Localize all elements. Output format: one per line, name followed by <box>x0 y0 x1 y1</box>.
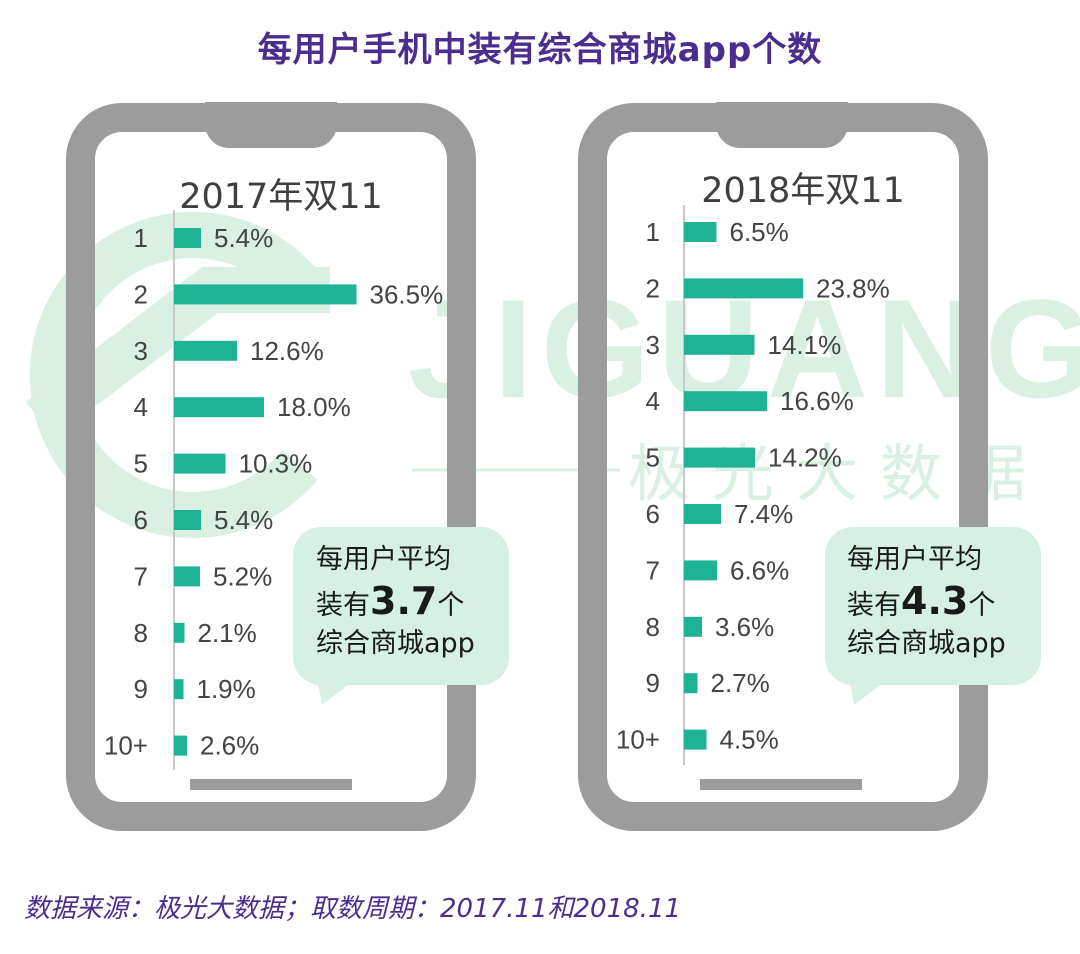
phone-notch <box>716 102 848 148</box>
bar <box>174 622 185 643</box>
summary-line1: 每用户平均 <box>316 544 451 575</box>
bar <box>684 278 803 299</box>
bar <box>174 735 187 756</box>
bar <box>174 510 201 530</box>
category-label: 4 <box>134 392 148 422</box>
bar <box>684 391 767 412</box>
summary-line3: 综合商城app <box>316 628 475 660</box>
data-label: 2.7% <box>711 668 770 698</box>
data-label: 5.4% <box>214 505 273 535</box>
summary-bubble-2018 <box>825 527 1041 685</box>
data-label: 14.2% <box>768 443 842 473</box>
panel-title-2018: 2018年双11 <box>701 171 905 211</box>
bar <box>684 729 707 750</box>
data-label: 10.3% <box>239 449 313 479</box>
bar <box>684 222 717 242</box>
bar <box>684 504 721 524</box>
bar <box>684 616 702 637</box>
category-label: 10+ <box>104 731 148 761</box>
category-label: 5 <box>646 443 660 473</box>
phone-notch <box>205 102 337 148</box>
data-label: 16.6% <box>780 386 854 416</box>
phone-frame-2018 <box>578 103 988 831</box>
summary-text-2018: 每用户平均 装有4.3个 综合商城app <box>847 542 1006 662</box>
category-label: 6 <box>134 505 148 535</box>
chart-2018: 1 6.5% 2 23.8% 3 14.1% 4 16.6% 5 14.2% 6 7.4% 7 6.6% 8… <box>616 205 890 765</box>
category-label: 1 <box>134 223 148 253</box>
data-label: 5.4% <box>214 223 273 253</box>
category-label: 1 <box>646 217 660 247</box>
chart-2017: 1 5.4% 2 36.5% 3 12.6% 4 18.0% 5 10.3% 6 5.4% 7 5.2% 8… <box>104 210 443 770</box>
bar <box>684 447 755 468</box>
summary-prefix: 装有 <box>847 590 901 622</box>
data-label: 18.0% <box>277 392 351 422</box>
data-label: 36.5% <box>370 279 444 309</box>
data-label: 1.9% <box>197 674 256 704</box>
summary-line3: 综合商城app <box>847 628 1006 660</box>
data-label: 6.6% <box>730 555 789 585</box>
category-label: 6 <box>646 499 660 529</box>
data-label: 12.6% <box>250 336 324 366</box>
category-label: 8 <box>134 618 148 648</box>
phone-home-bar <box>700 779 862 790</box>
bar <box>174 284 357 305</box>
bar <box>174 228 201 248</box>
bar <box>174 453 226 474</box>
bar <box>684 334 755 355</box>
summary-bubble-2017 <box>293 527 509 685</box>
summary-value: 4.3 <box>901 579 969 624</box>
data-label: 6.5% <box>730 217 789 247</box>
summary-unit: 个 <box>437 590 465 622</box>
category-label: 9 <box>646 668 660 698</box>
category-label: 9 <box>134 674 148 704</box>
data-label: 3.6% <box>715 612 774 642</box>
category-label: 5 <box>134 449 148 479</box>
summary-value: 3.7 <box>370 579 438 624</box>
summary-text-2017: 每用户平均 装有3.7个 综合商城app <box>316 542 475 662</box>
category-label: 8 <box>646 612 660 642</box>
bar <box>174 340 237 361</box>
summary-prefix: 装有 <box>316 590 370 622</box>
data-label: 7.4% <box>734 499 793 529</box>
category-label: 3 <box>646 330 660 360</box>
category-label: 2 <box>134 279 148 309</box>
data-label: 14.1% <box>768 330 842 360</box>
bar <box>684 560 717 581</box>
page-title: 每用户手机中装有综合商城app个数 <box>257 30 823 70</box>
bar <box>684 673 698 694</box>
bar <box>174 397 264 418</box>
summary-line2: 装有4.3个 <box>847 577 1006 626</box>
data-label: 23.8% <box>816 273 890 303</box>
summary-line1: 每用户平均 <box>847 544 982 575</box>
bar <box>174 566 200 587</box>
data-label: 2.1% <box>198 618 257 648</box>
source-note: 数据来源：极光大数据；取数周期：2017.11和2018.11 <box>24 894 682 924</box>
summary-unit: 个 <box>968 590 996 622</box>
phone-home-bar <box>190 779 352 790</box>
category-label: 4 <box>646 386 660 416</box>
bar <box>174 679 184 700</box>
panel-title-2017: 2017年双11 <box>179 177 383 217</box>
data-label: 5.2% <box>213 561 272 591</box>
category-label: 3 <box>134 336 148 366</box>
category-label: 7 <box>646 555 660 585</box>
summary-line2: 装有3.7个 <box>316 577 475 626</box>
category-label: 10+ <box>616 725 660 755</box>
data-label: 4.5% <box>720 725 779 755</box>
category-label: 7 <box>134 561 148 591</box>
data-label: 2.6% <box>200 731 259 761</box>
category-label: 2 <box>646 273 660 303</box>
